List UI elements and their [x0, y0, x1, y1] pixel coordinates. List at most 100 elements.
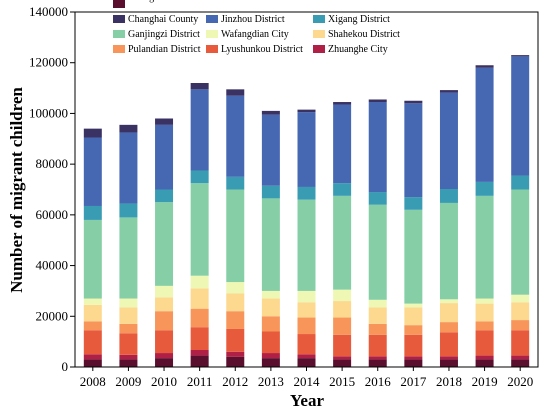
- bar-2020-wafangdian-city: [511, 294, 530, 303]
- bar-2008-jinzhou-district: [83, 137, 102, 206]
- bar-2020-lyushunkou-district: [511, 330, 530, 356]
- bar-2013-zhongshan-district: [261, 358, 280, 368]
- bar-2012-ganjingzi-district: [226, 189, 245, 283]
- x-tick-label-2015: 2015: [329, 374, 355, 389]
- legend-swatch-shahekou-district: [313, 30, 325, 38]
- bar-2017-jinzhou-district: [404, 103, 423, 198]
- bar-2011-ganjingzi-district: [190, 183, 209, 276]
- y-tick-label-120000: 120000: [29, 55, 68, 70]
- bar-2019-zhongshan-district: [475, 359, 494, 367]
- bar-2011-jinzhou-district: [190, 89, 209, 171]
- bar-2009-zhuanghe-city: [119, 354, 138, 360]
- bar-2015-shahekou-district: [333, 301, 352, 318]
- legend-label-xigang-district: Xigang District: [328, 14, 390, 25]
- x-tick-label-2019: 2019: [472, 374, 498, 389]
- legend-swatch-zhongshan-district: [113, 0, 125, 8]
- bar-2019-xigang-district: [475, 181, 494, 196]
- bar-2011-pulandian-district: [190, 308, 209, 328]
- legend-label-shahekou-district: Shahekou District: [328, 29, 400, 40]
- bar-2019-pulandian-district: [475, 321, 494, 331]
- bar-2018-shahekou-district: [439, 303, 458, 323]
- bar-2015-zhongshan-district: [333, 359, 352, 367]
- bar-2011-changhai-county: [190, 83, 209, 90]
- bar-2008-xigang-district: [83, 205, 102, 220]
- bar-2009-changhai-county: [119, 124, 138, 133]
- bar-2014-shahekou-district: [297, 302, 316, 318]
- bar-2015-zhuanghe-city: [333, 356, 352, 360]
- bar-2012-wafangdian-city: [226, 282, 245, 294]
- bar-2011-zhongshan-district: [190, 355, 209, 367]
- bar-2020-ganjingzi-district: [511, 189, 530, 295]
- bar-2009-wafangdian-city: [119, 298, 138, 308]
- bar-2017-zhongshan-district: [404, 359, 423, 367]
- legend-label-zhuanghe-city: Zhuanghe City: [328, 44, 388, 55]
- x-tick-label-2011: 2011: [187, 374, 213, 389]
- legend-label-lyushunkou-district: Lyushunkou District: [221, 44, 303, 55]
- bar-2019-ganjingzi-district: [475, 195, 494, 299]
- bar-2013-lyushunkou-district: [261, 331, 280, 354]
- x-tick-label-2008: 2008: [80, 374, 106, 389]
- bar-2010-pulandian-district: [155, 311, 174, 331]
- bar-2009-ganjingzi-district: [119, 217, 138, 299]
- bar-2020-changhai-county: [511, 55, 530, 57]
- bar-2010-zhongshan-district: [155, 358, 174, 368]
- x-tick-label-2014: 2014: [294, 374, 321, 389]
- bar-2009-lyushunkou-district: [119, 333, 138, 355]
- bar-2012-zhuanghe-city: [226, 351, 245, 357]
- bar-2014-jinzhou-district: [297, 112, 316, 187]
- x-tick-label-2010: 2010: [151, 374, 177, 389]
- y-tick-label-140000: 140000: [29, 4, 68, 19]
- bar-2013-zhuanghe-city: [261, 353, 280, 359]
- bar-2016-zhuanghe-city: [368, 356, 387, 360]
- bar-2012-changhai-county: [226, 89, 245, 96]
- bar-2019-zhuanghe-city: [475, 355, 494, 360]
- bar-2013-jinzhou-district: [261, 114, 280, 186]
- bar-2012-xigang-district: [226, 176, 245, 190]
- bar-2015-xigang-district: [333, 183, 352, 196]
- bar-2014-lyushunkou-district: [297, 334, 316, 355]
- legend-label-jinzhou-district: Jinzhou District: [221, 14, 285, 25]
- bar-2015-ganjingzi-district: [333, 195, 352, 290]
- bars-layer: [83, 55, 530, 368]
- bar-2008-changhai-county: [83, 128, 102, 138]
- bar-2013-shahekou-district: [261, 298, 280, 317]
- legend-swatch-jinzhou-district: [206, 15, 218, 23]
- bar-2010-ganjingzi-district: [155, 202, 174, 286]
- bar-2011-zhuanghe-city: [190, 350, 209, 356]
- bar-2008-wafangdian-city: [83, 298, 102, 305]
- bar-2017-xigang-district: [404, 197, 423, 210]
- bar-2018-pulandian-district: [439, 322, 458, 333]
- bar-2018-changhai-county: [439, 90, 458, 93]
- bar-2015-wafangdian-city: [333, 289, 352, 302]
- bar-2016-changhai-county: [368, 99, 387, 103]
- bar-2009-shahekou-district: [119, 307, 138, 324]
- bar-2019-changhai-county: [475, 65, 494, 68]
- x-tick-label-2009: 2009: [115, 374, 141, 389]
- bar-2019-jinzhou-district: [475, 67, 494, 182]
- legend-label-ganjingzi-district: Ganjingzi District: [128, 29, 200, 40]
- legend-label-wafangdian-city: Wafangdian City: [221, 29, 289, 40]
- bar-2013-wafangdian-city: [261, 290, 280, 299]
- bar-2010-zhuanghe-city: [155, 353, 174, 359]
- x-tick-label-2018: 2018: [436, 374, 462, 389]
- bar-2010-wafangdian-city: [155, 285, 174, 298]
- bar-2008-ganjingzi-district: [83, 219, 102, 299]
- legend-label-changhai-county: Changhai County: [128, 14, 198, 25]
- bar-2016-lyushunkou-district: [368, 334, 387, 357]
- legend-swatch-pulandian-district: [113, 45, 125, 53]
- bar-2018-jinzhou-district: [439, 92, 458, 189]
- bar-2010-lyushunkou-district: [155, 330, 174, 354]
- bar-2019-shahekou-district: [475, 303, 494, 322]
- bar-2014-zhuanghe-city: [297, 354, 316, 359]
- bar-2013-xigang-district: [261, 185, 280, 199]
- bar-2011-xigang-district: [190, 170, 209, 184]
- bar-2010-xigang-district: [155, 189, 174, 203]
- bar-2015-pulandian-district: [333, 317, 352, 335]
- y-tick-label-20000: 20000: [36, 308, 69, 323]
- bar-2012-jinzhou-district: [226, 95, 245, 177]
- bar-2010-shahekou-district: [155, 297, 174, 312]
- bar-2019-lyushunkou-district: [475, 330, 494, 356]
- bar-2018-zhuanghe-city: [439, 356, 458, 360]
- legend-swatch-zhuanghe-city: [313, 45, 325, 53]
